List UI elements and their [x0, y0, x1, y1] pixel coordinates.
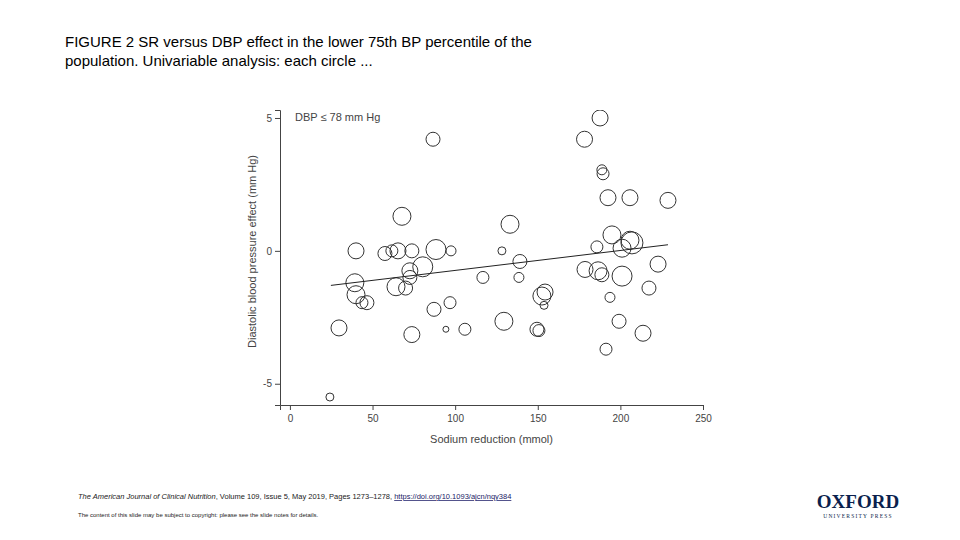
data-point: [530, 322, 544, 336]
data-point: [446, 246, 456, 256]
x-tick-mark: [703, 405, 704, 410]
data-point: [393, 207, 411, 225]
data-point: [612, 314, 626, 328]
data-point: [514, 272, 524, 282]
data-point: [501, 215, 519, 233]
x-tick-label: 50: [367, 413, 379, 424]
annotation: DBP ≤ 78 mm Hg: [295, 111, 380, 123]
copyright: The content of this slide may be subject…: [78, 512, 318, 518]
x-tick-label: 0: [288, 413, 294, 424]
data-point: [642, 281, 656, 295]
data-point: [513, 254, 527, 268]
x-tick: 50: [367, 405, 379, 424]
y-tick-label: 5: [266, 113, 272, 124]
data-point: [605, 292, 615, 302]
x-tick-label: 150: [530, 413, 547, 424]
data-point: [459, 323, 471, 335]
data-point: [331, 320, 347, 336]
data-point: [326, 393, 334, 401]
data-point: [591, 241, 603, 253]
y-axis-line: [275, 111, 281, 406]
chart: 0 50 100 150 200 250 -5 0 5 Sodium reduction (mmo…: [0, 0, 960, 540]
data-point: [390, 243, 406, 259]
data-point: [405, 244, 419, 258]
data-point: [577, 131, 593, 147]
data-point: [635, 325, 651, 341]
data-point: [348, 243, 364, 259]
data-point: [595, 268, 609, 282]
doi-link[interactable]: https://doi.org/10.1093/ajcn/nqy384: [394, 492, 511, 501]
data-point: [443, 326, 449, 332]
logo-name: OXFORD: [817, 491, 899, 512]
data-point: [426, 240, 446, 260]
x-tick-label: 200: [613, 413, 630, 424]
y-tick: -5: [263, 378, 280, 389]
data-point: [444, 297, 456, 309]
x-tick-label: 100: [447, 413, 464, 424]
data-point: [477, 271, 489, 283]
y-tick: 5: [266, 113, 280, 124]
x-tick-mark: [373, 405, 374, 410]
data-point: [540, 301, 548, 309]
data-point: [589, 262, 607, 280]
data-point: [495, 312, 513, 330]
data-point: [622, 190, 638, 206]
plot-area: [326, 110, 676, 401]
x-axis: 0 50 100 150 200 250: [281, 405, 713, 424]
x-tick-label: 250: [695, 413, 712, 424]
x-axis-line: [281, 406, 704, 411]
x-tick-mark: [538, 405, 539, 410]
data-point: [498, 247, 506, 255]
data-point: [613, 239, 631, 257]
y-tick-mark: [275, 251, 280, 252]
source: The American Journal of Clinical Nutriti…: [78, 492, 511, 501]
x-tick: 250: [695, 405, 712, 424]
data-point: [612, 266, 632, 286]
data-point: [427, 302, 441, 316]
x-tick-mark: [455, 405, 456, 410]
y-axis: -5 0 5: [263, 111, 280, 406]
data-point: [399, 281, 413, 295]
data-point: [360, 296, 374, 310]
data-point: [600, 190, 616, 206]
x-tick: 200: [613, 405, 630, 424]
x-tick: 100: [447, 405, 464, 424]
y-tick: 0: [266, 246, 280, 257]
data-point: [426, 132, 440, 146]
data-point: [386, 245, 398, 257]
data-point: [621, 232, 643, 254]
data-point: [621, 231, 639, 249]
data-point: [356, 297, 368, 309]
data-point: [660, 192, 676, 208]
x-tick-mark: [290, 405, 291, 410]
data-point: [404, 327, 420, 343]
y-axis-title: Diastolic blood pressure effect (mm Hg): [246, 155, 258, 348]
data-point: [592, 110, 608, 126]
fit-line: [331, 245, 668, 286]
y-tick-label: 0: [266, 246, 272, 257]
data-point: [600, 343, 612, 355]
data-point: [533, 325, 545, 337]
y-tick-mark: [275, 118, 280, 119]
data-point: [597, 168, 609, 180]
y-tick-label: -5: [263, 378, 272, 389]
x-tick: 0: [288, 405, 294, 424]
source-details: , Volume 109, Issue 5, May 2019, Pages 1…: [216, 492, 394, 501]
logo-subtitle: UNIVERSITY PRESS: [823, 513, 893, 519]
x-tick: 150: [530, 405, 547, 424]
figure-title: FIGURE 2 SR versus DBP effect in the low…: [65, 32, 577, 70]
data-point: [387, 278, 405, 296]
x-axis-title: Sodium reduction (mmol): [430, 433, 553, 445]
y-tick-mark: [275, 384, 280, 385]
journal: The American Journal of Clinical Nutriti…: [78, 492, 216, 501]
data-point: [603, 226, 621, 244]
x-tick-mark: [620, 405, 621, 410]
data-point: [650, 256, 666, 272]
